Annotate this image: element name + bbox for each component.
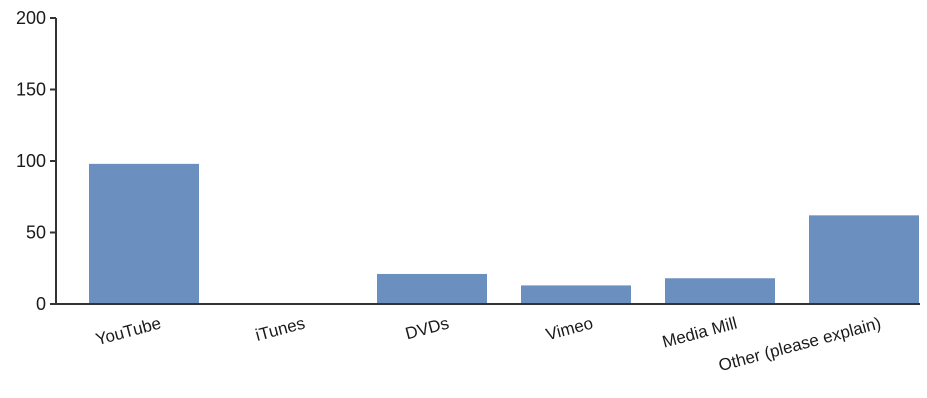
y-axis-ticks: 0 50 100 150 200 (16, 8, 56, 314)
y-tick-label: 150 (16, 80, 46, 100)
y-tick-label: 200 (16, 8, 46, 28)
x-category-label: YouTube (94, 314, 163, 350)
x-category-label: DVDs (403, 314, 451, 344)
bar-other-please-explain (809, 215, 919, 304)
bar-vimeo (521, 285, 631, 304)
x-category-label: iTunes (253, 314, 307, 345)
y-tick-label: 50 (26, 223, 46, 243)
y-tick-label: 100 (16, 151, 46, 171)
x-category-label: Media Mill (660, 314, 739, 352)
bar-youtube (89, 163, 199, 304)
x-category-label: Vimeo (544, 314, 595, 345)
y-tick-label: 0 (36, 294, 46, 314)
bar-media-mill (665, 278, 775, 304)
bars-group (89, 163, 919, 304)
bar-dvds (377, 273, 487, 304)
x-category-label: Other (please explain) (717, 314, 883, 376)
